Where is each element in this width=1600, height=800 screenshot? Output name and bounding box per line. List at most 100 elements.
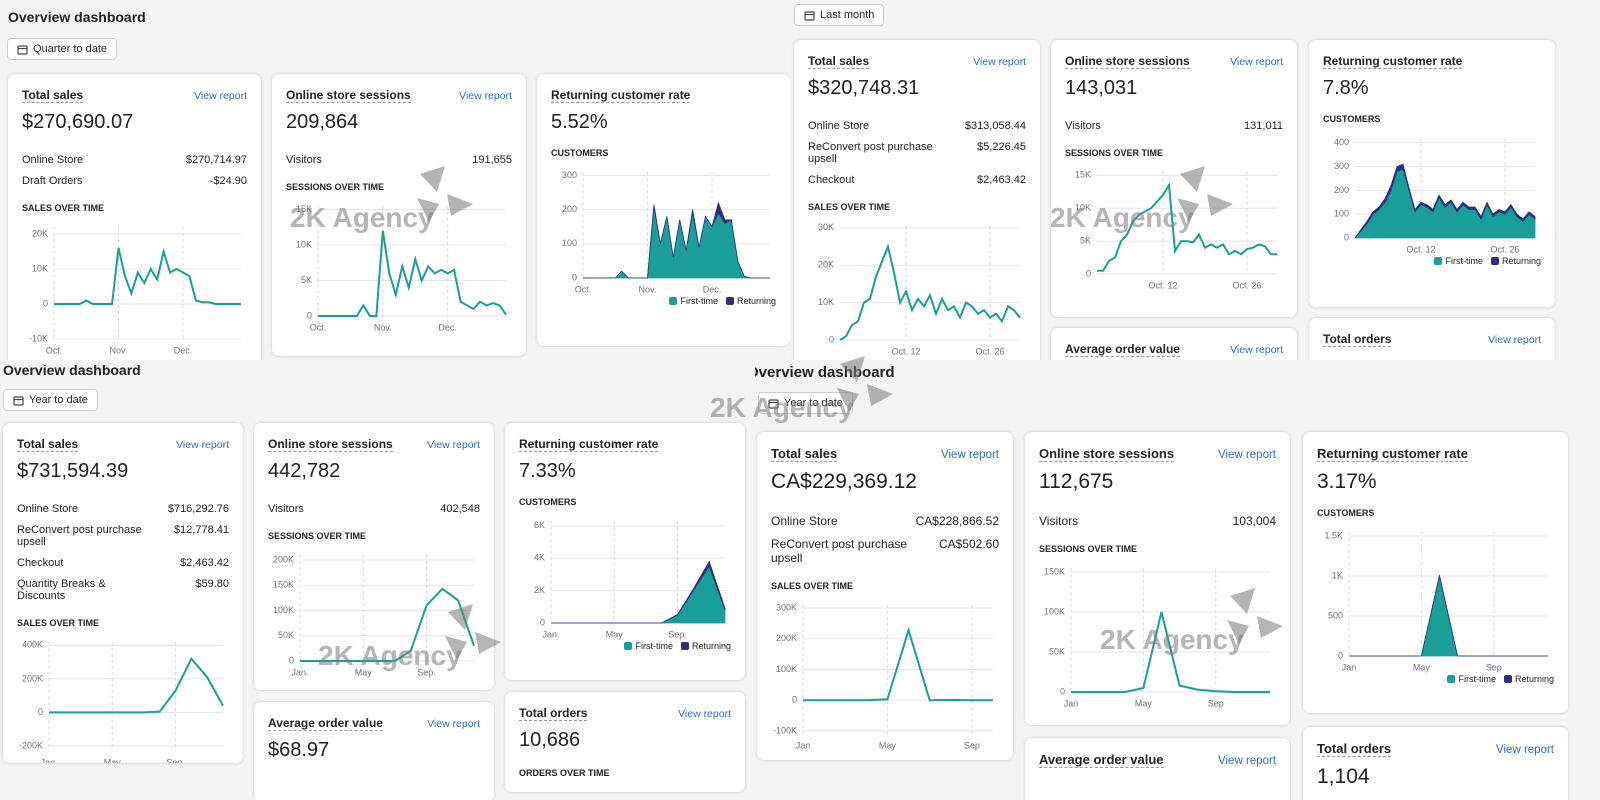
page-title: Overview dashboard (8, 9, 146, 25)
y-tick-label: 200 (562, 204, 577, 214)
metric-card: Online store sessions View report 143,031 V… (1051, 40, 1297, 317)
x-tick-label: Jan. (40, 757, 57, 763)
card-header: Total orders View report (519, 706, 731, 721)
breakdown-row: Checkout $2,463.42 (808, 174, 1026, 186)
legend: First-time Returning (1323, 256, 1541, 266)
view-report-link[interactable]: View report (176, 439, 229, 451)
y-tick-label: 6K (534, 520, 545, 530)
chart-label: SALES OVER TIME (17, 618, 100, 628)
chart: -200K 0 200K 400K Jan. May Sep. (19, 640, 224, 763)
legend-swatch (725, 297, 734, 305)
watermark-arrows (1227, 588, 1283, 644)
y-tick-label: 0 (792, 695, 797, 705)
customer-area (551, 565, 726, 624)
view-report-link[interactable]: View report (1496, 744, 1554, 756)
metric-card: Total orders View report 10,686 ORDERS OVER… (505, 692, 745, 792)
watermark: 2K Agency (318, 640, 462, 671)
view-report-link[interactable]: View report (427, 439, 480, 451)
y-tick-label: 4K (534, 553, 545, 563)
view-report-link[interactable]: View report (973, 56, 1026, 68)
card-title: Total sales (17, 437, 79, 452)
row-value: $2,463.42 (977, 174, 1026, 186)
y-tick-label: 20K (32, 228, 48, 238)
y-tick-label: 0 (540, 617, 545, 627)
metric-card: Total orders View report 1,104 (1303, 727, 1568, 800)
legend-item: Returning (680, 641, 731, 651)
card-header: Returning customer rate (551, 88, 776, 103)
y-tick-label: 150K (273, 580, 294, 590)
sales-line (54, 247, 241, 305)
x-tick-label: Oct. 26 (1490, 244, 1519, 254)
y-tick-label: 0 (38, 707, 43, 717)
view-report-link[interactable]: View report (1230, 56, 1283, 68)
legend: First-time Returning (519, 641, 731, 651)
card-title: Average order value (1065, 342, 1180, 357)
metric-value: $68.97 (268, 739, 330, 761)
card-title: Total orders (1323, 332, 1392, 347)
card-title: Total sales (808, 54, 870, 69)
legend-item: First-time (624, 641, 673, 651)
row-value: $12,778.41 (173, 524, 229, 536)
y-tick-label: -200K (19, 740, 43, 750)
y-tick-label: 200 (1334, 185, 1349, 195)
y-tick-label: 50K (278, 630, 294, 640)
chart: 0 10K 20K 30K Oct. 12 Oct. 26 (818, 222, 1021, 356)
date-range-button[interactable]: Year to date (758, 392, 853, 414)
y-tick-label: 100 (1334, 209, 1349, 219)
y-tick-label: 400 (1334, 137, 1349, 147)
chart: -100K 0 100K 200K 300K Jan May Sep (773, 602, 993, 750)
date-range-button[interactable]: Last month (794, 4, 885, 26)
view-report-link[interactable]: View report (194, 90, 247, 102)
chart: 0 2K 4K 6K Jan. May Sep. (534, 520, 726, 639)
view-report-link[interactable]: View report (1218, 755, 1276, 767)
x-tick-label: Oct. 26 (975, 346, 1004, 356)
view-report-link[interactable]: View report (459, 90, 512, 102)
date-range-label: Year to date (784, 397, 843, 409)
card-title: Average order value (268, 716, 383, 731)
metric-value: $320,748.31 (808, 77, 920, 99)
view-report-link[interactable]: View report (678, 708, 731, 720)
y-tick-label: 0 (1338, 650, 1343, 660)
y-tick-label: 30K (818, 222, 834, 232)
metric-value: 7.33% (519, 460, 576, 482)
date-range-button[interactable]: Year to date (3, 389, 98, 411)
metric-card: Online store sessions View report 112,675 V… (1025, 432, 1290, 725)
view-report-link[interactable]: View report (941, 449, 999, 461)
y-tick-label: 0 (43, 298, 48, 308)
legend-label: First-time (635, 641, 673, 651)
row-label: Online Store (22, 154, 84, 166)
view-report-link[interactable]: View report (427, 718, 480, 730)
y-tick-label: 300 (562, 170, 577, 180)
row-value: $313,058.44 (964, 120, 1026, 132)
watermark-arrow (1230, 588, 1255, 614)
row-label: ReConvert post purchase upsell (771, 537, 908, 565)
card-header: Online store sessions View report (1039, 446, 1276, 462)
breakdown-row: Quantity Breaks & Discounts $59.80 (17, 578, 229, 602)
metric-value: 442,782 (268, 460, 341, 482)
row-label: Visitors (286, 154, 322, 166)
view-report-link[interactable]: View report (1230, 344, 1283, 356)
metric-card: Average order value View report (1051, 328, 1297, 360)
x-tick-label: Sep. (668, 629, 687, 639)
date-range-button[interactable]: Quarter to date (7, 38, 117, 60)
row-value: $2,463.42 (180, 557, 229, 569)
y-tick-label: 5K (1080, 235, 1091, 245)
calendar-icon (13, 395, 24, 406)
watermark: 2K Agency (710, 392, 854, 423)
view-report-link[interactable]: View report (1218, 449, 1276, 461)
card-title: Returning customer rate (551, 88, 691, 103)
dashboard-panel: Overview dashboard Quarter to date Total s… (0, 0, 790, 360)
row-value: CA$502.60 (938, 537, 999, 551)
card-header: Total orders View report (1323, 332, 1541, 347)
x-tick-label: Dec. (438, 322, 457, 332)
legend-swatch (1490, 257, 1499, 265)
view-report-link[interactable]: View report (1488, 334, 1541, 346)
y-tick-label: 0 (307, 310, 312, 320)
breakdown-row: ReConvert post purchase upsell $12,778.41 (17, 524, 229, 548)
watermark-arrows (837, 356, 893, 412)
y-tick-label: 500 (1328, 610, 1343, 620)
y-tick-label: 400K (22, 640, 43, 650)
y-tick-label: 200K (22, 673, 43, 683)
breakdown-row: ReConvert post purchase upsell $5,226.45 (808, 141, 1026, 165)
